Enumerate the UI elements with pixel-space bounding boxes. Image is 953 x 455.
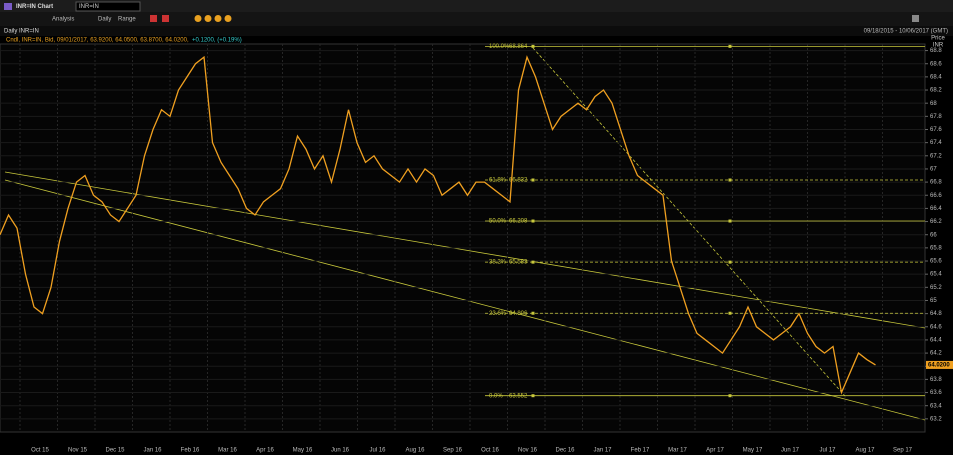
y-tick-label: 67.4 xyxy=(930,140,942,146)
x-tick-label: Feb 16 xyxy=(181,448,200,454)
title-bar xyxy=(0,0,953,12)
y-tick-label: 63.6 xyxy=(930,390,942,396)
fib-ratio: 100.0% xyxy=(489,44,510,50)
x-tick-label: Dec 15 xyxy=(105,448,125,454)
x-tick-label: Jul 17 xyxy=(819,448,836,454)
price-line xyxy=(0,55,876,395)
y-tick-label: 66.6 xyxy=(930,193,942,199)
fib-handle xyxy=(728,178,732,182)
header-bar xyxy=(0,26,953,36)
y-tick-label: 65.6 xyxy=(930,259,942,265)
y-tick-label: 68.2 xyxy=(930,88,942,94)
analysis-button[interactable]: Analysis xyxy=(52,17,74,23)
y-tick-label: 67.8 xyxy=(930,114,942,120)
axis-title: Price xyxy=(931,36,945,42)
x-tick-label: May 16 xyxy=(293,448,313,454)
y-tick-label: 68.6 xyxy=(930,61,942,67)
y-tick-label: 68 xyxy=(930,101,937,107)
fib-handle xyxy=(531,394,535,398)
info-change: +0.1200, (+0.19%) xyxy=(192,38,242,44)
info-line: Cndl, INR=IN, Bid, 09/01/2017, 63.9200, … xyxy=(6,38,189,44)
y-tick-label: 64.8 xyxy=(930,311,942,317)
period: 09/18/2015 - 10/06/2017 (GMT) xyxy=(864,29,948,35)
x-tick-label: Aug 16 xyxy=(405,448,425,454)
fib-value: 65.583 xyxy=(509,260,528,266)
x-tick-label: Aug 17 xyxy=(855,448,875,454)
fib-handle xyxy=(531,44,535,48)
y-tick-label: 68.4 xyxy=(930,74,942,80)
x-tick-label: Sep 16 xyxy=(443,448,463,454)
y-tick-label: 67.6 xyxy=(930,127,942,133)
x-tick-label: Mar 17 xyxy=(668,448,687,454)
x-tick-label: Dec 16 xyxy=(555,448,575,454)
interval-button[interactable]: Daily xyxy=(98,17,111,23)
y-tick-label: 65.4 xyxy=(930,272,942,278)
y-tick-label: 63.8 xyxy=(930,377,942,383)
last-price-label: 64.0200 xyxy=(928,363,950,369)
y-tick-label: 65.8 xyxy=(930,245,942,251)
last-price-box xyxy=(926,360,953,369)
search-text[interactable]: INR=IN xyxy=(79,4,99,10)
x-tick-label: Apr 17 xyxy=(706,448,724,454)
axis-unit: INR xyxy=(933,43,944,49)
y-tick-label: 64.6 xyxy=(930,324,942,330)
x-tick-label: Jun 16 xyxy=(331,448,350,454)
fib-value: 66.832 xyxy=(509,178,528,184)
fib-handle xyxy=(531,260,535,264)
x-tick-label: Oct 15 xyxy=(31,448,49,454)
x-tick-label: Nov 16 xyxy=(518,448,538,454)
fib-ratio: 50.0% xyxy=(489,219,507,225)
y-tick-label: 66.8 xyxy=(930,180,942,186)
y-tick-label: 65 xyxy=(930,298,937,304)
fib-ratio: 23.6% xyxy=(489,311,507,317)
toolbar xyxy=(0,12,953,26)
fib-handle xyxy=(728,219,732,223)
y-tick-label: 66.2 xyxy=(930,219,942,225)
fib-handle xyxy=(531,219,535,223)
app-icon xyxy=(4,3,12,10)
range-button[interactable]: Range xyxy=(118,17,136,23)
y-tick-label: 66 xyxy=(930,232,937,238)
fib-value: 66.208 xyxy=(509,219,528,225)
x-tick-label: May 17 xyxy=(743,448,763,454)
chart-name: Daily INR=IN xyxy=(4,29,39,35)
toolbar-icons xyxy=(150,15,919,22)
x-tick-label: Jul 16 xyxy=(369,448,386,454)
x-tick-label: Feb 17 xyxy=(631,448,650,454)
y-tick-label: 64.4 xyxy=(930,338,942,344)
fib-value: 64.806 xyxy=(509,311,528,317)
x-tick-label: Jan 17 xyxy=(593,448,612,454)
x-tick-label: Mar 16 xyxy=(218,448,237,454)
window-title: INR=IN Chart xyxy=(16,4,53,10)
y-tick-label: 65.2 xyxy=(930,285,942,291)
fib-handle xyxy=(531,311,535,315)
fib-handle xyxy=(531,178,535,182)
fib-ratio: 0.0% xyxy=(489,393,503,399)
x-tick-label: Sep 17 xyxy=(893,448,913,454)
y-tick-label: 67.2 xyxy=(930,153,942,159)
x-tick-label: Jun 17 xyxy=(781,448,800,454)
x-tick-label: Jan 16 xyxy=(143,448,162,454)
fib-value: 63.552 xyxy=(509,393,528,399)
y-tick-label: 67 xyxy=(930,167,937,173)
y-tick-label: 63.4 xyxy=(930,403,942,409)
fib-handle xyxy=(728,44,732,48)
fib-ratio: 38.2% xyxy=(489,260,507,266)
fib-handle xyxy=(728,260,732,264)
search-box[interactable] xyxy=(75,1,141,12)
fib-value: 68.864 xyxy=(509,44,528,50)
fib-handle xyxy=(728,394,732,398)
y-tick-label: 64.2 xyxy=(930,351,942,357)
fib-ratio: 61.8% xyxy=(489,178,507,184)
plot-area xyxy=(0,43,926,433)
y-tick-label: 68.8 xyxy=(930,48,942,54)
y-tick-label: 63.2 xyxy=(930,416,942,422)
fib-handle xyxy=(728,311,732,315)
y-tick-label: 66.4 xyxy=(930,206,942,212)
x-tick-label: Oct 16 xyxy=(481,448,499,454)
x-tick-label: Apr 16 xyxy=(256,448,274,454)
x-tick-label: Nov 15 xyxy=(68,448,88,454)
